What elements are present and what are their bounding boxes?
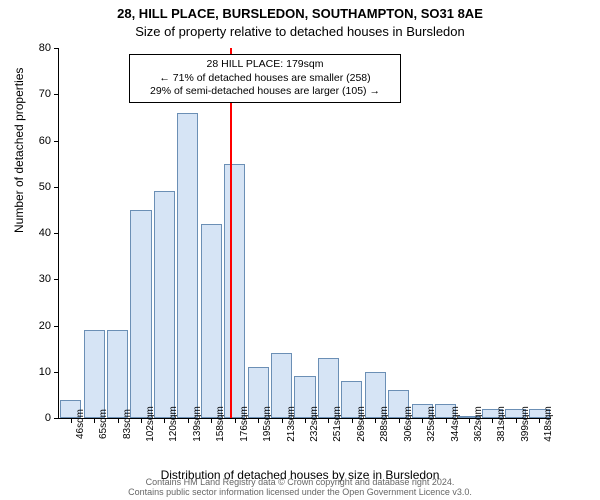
histogram-bar — [177, 113, 198, 418]
histogram-bar — [154, 191, 175, 418]
x-tick — [446, 418, 447, 423]
x-tick — [399, 418, 400, 423]
marker-line — [230, 48, 232, 418]
plot-area: 0102030405060708046sqm65sqm83sqm102sqm12… — [58, 48, 551, 419]
y-tick-label: 70 — [39, 88, 51, 100]
y-tick-label: 50 — [39, 181, 51, 193]
histogram-bar — [201, 224, 222, 418]
histogram-bar — [130, 210, 151, 418]
info-box: 28 HILL PLACE: 179sqm← 71% of detached h… — [129, 54, 401, 103]
y-tick — [54, 141, 59, 142]
histogram-bar — [84, 330, 105, 418]
y-tick — [54, 279, 59, 280]
x-tick — [71, 418, 72, 423]
y-tick-label: 30 — [39, 273, 51, 285]
y-tick-label: 20 — [39, 320, 51, 332]
chart-title-main: 28, HILL PLACE, BURSLEDON, SOUTHAMPTON, … — [0, 6, 600, 21]
y-tick-label: 0 — [45, 412, 51, 424]
x-tick-label: 344sqm — [450, 406, 461, 442]
x-tick — [282, 418, 283, 423]
y-tick-label: 10 — [39, 366, 51, 378]
x-tick — [235, 418, 236, 423]
y-tick — [54, 233, 59, 234]
histogram-bar — [224, 164, 245, 418]
x-tick — [422, 418, 423, 423]
x-tick — [94, 418, 95, 423]
histogram-bar — [107, 330, 128, 418]
x-tick — [516, 418, 517, 423]
info-line: ← 71% of detached houses are smaller (25… — [136, 72, 394, 86]
y-tick-label: 80 — [39, 42, 51, 54]
x-tick — [469, 418, 470, 423]
x-tick — [492, 418, 493, 423]
x-tick — [211, 418, 212, 423]
x-tick — [258, 418, 259, 423]
y-tick — [54, 326, 59, 327]
x-tick — [352, 418, 353, 423]
chart-container: 28, HILL PLACE, BURSLEDON, SOUTHAMPTON, … — [0, 0, 600, 500]
x-tick — [328, 418, 329, 423]
footer-note: Contains HM Land Registry data © Crown c… — [0, 478, 600, 498]
y-tick — [54, 187, 59, 188]
y-tick-label: 60 — [39, 135, 51, 147]
y-tick — [54, 372, 59, 373]
info-line: 29% of semi-detached houses are larger (… — [136, 85, 394, 99]
x-tick — [118, 418, 119, 423]
y-tick-label: 40 — [39, 227, 51, 239]
x-tick — [539, 418, 540, 423]
x-tick — [164, 418, 165, 423]
footer-line: Contains public sector information licen… — [128, 487, 472, 497]
y-axis-label: Number of detached properties — [12, 68, 26, 233]
chart-title-sub: Size of property relative to detached ho… — [0, 24, 600, 39]
x-tick — [375, 418, 376, 423]
y-tick — [54, 94, 59, 95]
y-tick — [54, 48, 59, 49]
x-tick-label: 418sqm — [543, 406, 554, 442]
info-line: 28 HILL PLACE: 179sqm — [136, 58, 394, 72]
footer-line: Contains HM Land Registry data © Crown c… — [146, 477, 455, 487]
x-tick — [188, 418, 189, 423]
y-tick — [54, 418, 59, 419]
x-tick — [141, 418, 142, 423]
x-tick — [305, 418, 306, 423]
